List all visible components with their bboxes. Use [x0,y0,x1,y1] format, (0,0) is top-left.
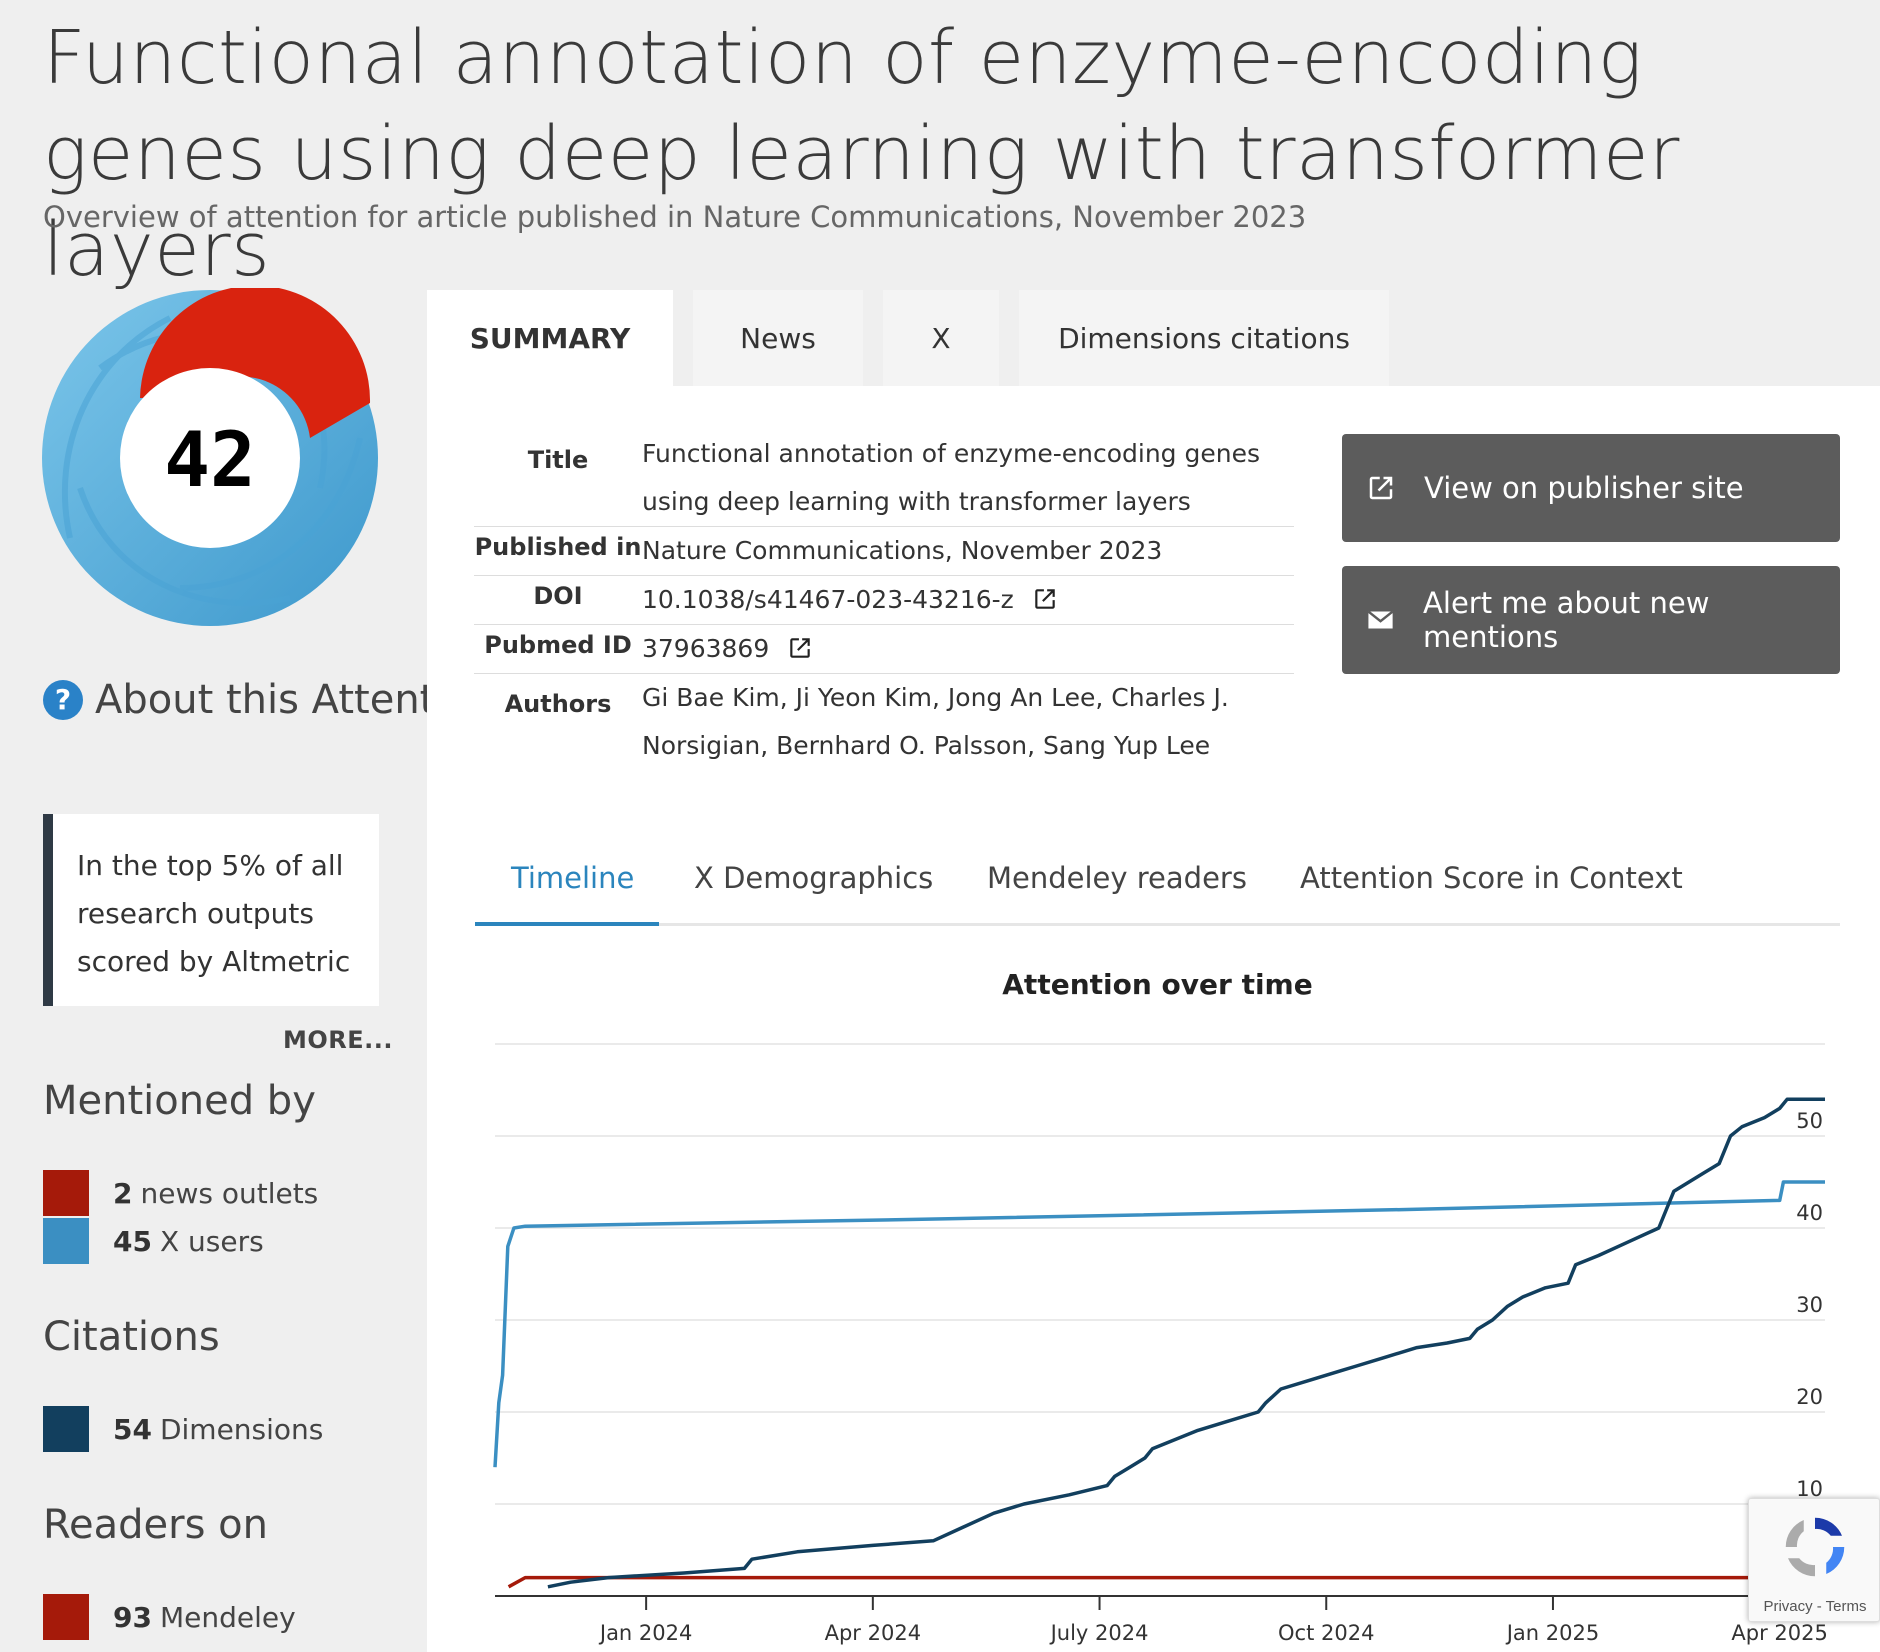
tab-news[interactable]: News [693,290,863,386]
y-tick-label: 10 [1796,1477,1823,1501]
news-swatch [43,1170,89,1216]
rank-box: In the top 5% of all research outputs sc… [43,814,379,1006]
meta-pubmed-label: Pubmed ID [484,631,632,659]
question-icon: ? [43,680,83,720]
dimensions-count: 54 [113,1412,152,1446]
meta-published-label: Published in [474,533,642,561]
x-tick-label: Jan 2025 [1505,1621,1600,1645]
x-tick-label: Jan 2024 [598,1621,693,1645]
x-users-stat[interactable]: 45 X users [43,1218,264,1264]
subtab-attention-context[interactable]: Attention Score in Context [1300,861,1683,895]
attention-timeline-chart[interactable]: 10 20 30 40 50 Jan 2024 Apr 2024 July 2024 Oct 2… [475,1030,1880,1652]
recaptcha-label: Privacy - Terms [1763,1598,1867,1615]
x-tick-label: Apr 2024 [825,1621,921,1645]
meta-title-value: Functional annotation of enzyme-encoding… [642,439,1260,516]
meta-pubmed-link[interactable]: 37963869 [642,625,1294,673]
tab-x[interactable]: X [883,290,999,386]
y-tick-label: 20 [1796,1385,1823,1409]
rank-text: In the top 5% of all research outputs sc… [77,849,351,978]
subtab-mendeley-readers[interactable]: Mendeley readers [987,861,1247,895]
x-tick-label: Oct 2024 [1278,1621,1374,1645]
x-swatch [43,1218,89,1264]
readers-heading: Readers on [43,1502,268,1548]
meta-pubmed-value: 37963869 [642,634,770,663]
meta-title-label: Title [527,446,589,474]
tab-summary[interactable]: SUMMARY [427,290,673,386]
x-tick-label: July 2024 [1049,1621,1149,1645]
meta-row-pubmed: Pubmed ID 37963869 [474,625,1294,674]
external-link-icon [1035,589,1055,609]
series-line-x-users [493,1180,1825,1468]
news-label: news outlets [140,1176,319,1210]
mendeley-count: 93 [113,1600,152,1634]
meta-row-title: Title Functional annotation of enzyme-en… [474,426,1294,527]
x-label: X users [159,1224,264,1258]
dimensions-label: Dimensions [159,1412,324,1446]
x-count: 45 [113,1224,152,1258]
y-tick-label: 40 [1796,1201,1823,1225]
view-publisher-button[interactable]: View on publisher site [1342,434,1840,542]
meta-doi-label: DOI [533,582,583,610]
mendeley-stat[interactable]: 93 Mendeley [43,1594,296,1640]
meta-doi-value: 10.1038/s41467-023-43216-z [642,585,1014,614]
mentioned-by-heading: Mentioned by [43,1078,316,1124]
meta-row-published: Published in Nature Communications, Nove… [474,527,1294,576]
page-title: Functional annotation of enzyme-encoding… [43,15,1680,293]
series-line-dimensions [547,1097,1825,1589]
meta-doi-link[interactable]: 10.1038/s41467-023-43216-z [642,576,1294,624]
y-tick-label: 50 [1796,1109,1823,1133]
series-line-news-outlets [507,1575,1825,1589]
alert-mentions-button[interactable]: Alert me about new mentions [1342,566,1840,674]
view-publisher-label: View on publisher site [1424,471,1744,505]
external-link-icon [790,638,810,658]
meta-row-authors: Authors Gi Bae Kim, Ji Yeon Kim, Jong An… [474,674,1294,770]
recaptcha-badge[interactable]: Privacy - Terms [1748,1498,1880,1622]
more-link[interactable]: MORE... [283,1026,394,1054]
y-tick-label: 30 [1796,1293,1823,1317]
meta-authors-label: Authors [504,690,612,718]
mendeley-label: Mendeley [159,1600,296,1634]
chart-title: Attention over time [1002,968,1313,1001]
dimensions-stat[interactable]: 54 Dimensions [43,1406,323,1452]
meta-row-doi: DOI 10.1038/s41467-023-43216-z [474,576,1294,625]
meta-authors-value: Gi Bae Kim, Ji Yeon Kim, Jong An Lee, Ch… [642,683,1229,760]
tab-dimensions-citations[interactable]: Dimensions citations [1019,290,1389,386]
recaptcha-icon [1785,1517,1845,1577]
subtab-x-demographics[interactable]: X Demographics [694,861,934,895]
active-tab-indicator [475,922,659,926]
subtab-timeline[interactable]: Timeline [511,861,635,895]
citations-heading: Citations [43,1314,220,1360]
news-count: 2 [113,1176,133,1210]
meta-published-value: Nature Communications, November 2023 [642,536,1163,565]
external-link-icon [1369,476,1393,500]
page-subtitle: Overview of attention for article publis… [43,200,1307,234]
attention-score-donut[interactable]: 42 [40,288,380,628]
envelope-icon [1367,610,1394,629]
detail-subtabs: Timeline X Demographics Mendeley readers… [475,830,1840,926]
news-outlets-stat[interactable]: 2 news outlets [43,1170,318,1216]
alert-mentions-label: Alert me about new mentions [1423,586,1710,654]
x-tick-label: Apr 2025 [1731,1621,1827,1645]
score-value: 42 [164,415,256,504]
article-metadata: Title Functional annotation of enzyme-en… [474,426,1294,770]
dimensions-swatch [43,1406,89,1452]
mendeley-swatch [43,1594,89,1640]
